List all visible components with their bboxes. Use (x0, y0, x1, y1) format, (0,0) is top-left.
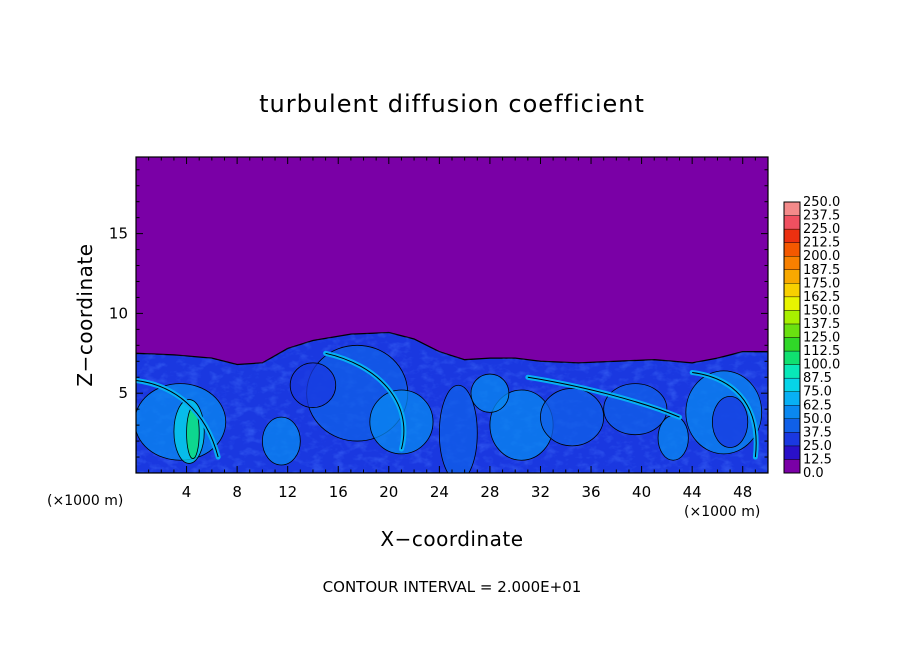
x-tick-label: 16 (329, 483, 348, 501)
y-tick-label: 15 (109, 225, 128, 243)
colorbar-swatch (783, 323, 801, 338)
x-tick-label: 24 (430, 483, 449, 501)
x-tick-label: 12 (278, 483, 297, 501)
colorbar-label: 175.0 (803, 276, 840, 291)
colorbar-label: 137.5 (803, 317, 840, 332)
turbulence-field (136, 331, 768, 473)
colorbar-label: 200.0 (803, 249, 840, 264)
colorbar-swatch (783, 228, 801, 243)
colorbar-label: 100.0 (803, 358, 840, 373)
colorbar-swatch (783, 296, 801, 311)
eddy-contour (711, 395, 749, 448)
x-tick-label: 8 (232, 483, 242, 501)
colorbar-swatch (783, 377, 801, 392)
eddy-contour (289, 362, 337, 408)
colorbar-label: 25.0 (803, 439, 832, 454)
colorbar-label: 0.0 (803, 466, 824, 481)
colorbar-swatch (783, 269, 801, 284)
x-tick-label: 36 (581, 483, 600, 501)
colorbar-label: 212.5 (803, 236, 840, 251)
colorbar-swatch (783, 242, 801, 257)
y-tick-label: 10 (109, 304, 128, 322)
colorbar-swatch (783, 283, 801, 298)
colorbar-label: 250.0 (803, 195, 840, 210)
x-tick-label: 40 (632, 483, 651, 501)
colorbar-swatch (783, 350, 801, 365)
y-axis-label: Z−coordinate (73, 243, 97, 386)
colorbar-label: 237.5 (803, 209, 840, 224)
x-tick-label: 28 (480, 483, 499, 501)
colorbar-label: 225.0 (803, 222, 840, 237)
x-tick-label: 44 (683, 483, 702, 501)
colorbar-swatch (783, 391, 801, 406)
colorbar-swatch (783, 215, 801, 230)
colorbar-label: 187.5 (803, 263, 840, 278)
eddy-contour (540, 388, 605, 447)
colorbar-label: 75.0 (803, 385, 832, 400)
swirl-contour (325, 352, 405, 450)
x-unit-right: (×1000 m) (684, 504, 760, 520)
plot-area (135, 156, 769, 474)
x-tick-label: 4 (182, 483, 192, 501)
colorbar-swatch (783, 459, 801, 474)
colorbar-label: 12.5 (803, 452, 832, 467)
eddy-contour (261, 416, 301, 466)
swirl-contour (527, 376, 680, 418)
colorbar-swatch (783, 405, 801, 420)
colorbar-label: 125.0 (803, 331, 840, 346)
colorbar-label: 112.5 (803, 344, 840, 359)
colorbar-swatch (783, 201, 801, 216)
colorbar-label: 150.0 (803, 303, 840, 318)
colorbar: 0.012.525.037.550.062.575.087.5100.0112.… (783, 195, 840, 481)
colorbar-swatch (783, 256, 801, 270)
colorbar-swatch (783, 310, 801, 325)
swirl-contour (692, 371, 757, 458)
contour-interval-note: CONTOUR INTERVAL = 2.000E+01 (323, 578, 582, 596)
x-tick-label: 20 (379, 483, 398, 501)
colorbar-label: 62.5 (803, 398, 832, 413)
eddy-contour (438, 384, 478, 473)
swirl-contour (136, 379, 219, 458)
colorbar-swatch (783, 337, 801, 352)
x-unit-left: (×1000 m) (47, 493, 123, 509)
colorbar-swatch (783, 364, 801, 379)
x-tick-label: 32 (531, 483, 550, 501)
x-axis: 4 8 12 16 20 24 28 32 36 40 44 48 (148, 157, 756, 501)
chart-title: turbulent diffusion coefficient (259, 90, 645, 118)
colorbar-swatch (783, 418, 801, 433)
eddy-contour (657, 415, 689, 461)
colorbar-label: 87.5 (803, 371, 832, 386)
colorbar-label: 50.0 (803, 412, 832, 427)
x-tick-label: 48 (733, 483, 752, 501)
colorbar-swatch (783, 432, 801, 447)
colorbar-frame (783, 201, 801, 474)
y-tick-label: 5 (118, 384, 128, 402)
y-axis: 5 10 15 (109, 169, 768, 458)
colorbar-label: 37.5 (803, 425, 832, 440)
x-axis-label: X−coordinate (380, 527, 523, 551)
colorbar-swatch (783, 445, 801, 460)
colorbar-label: 162.5 (803, 290, 840, 305)
eddy-contour (470, 373, 510, 413)
